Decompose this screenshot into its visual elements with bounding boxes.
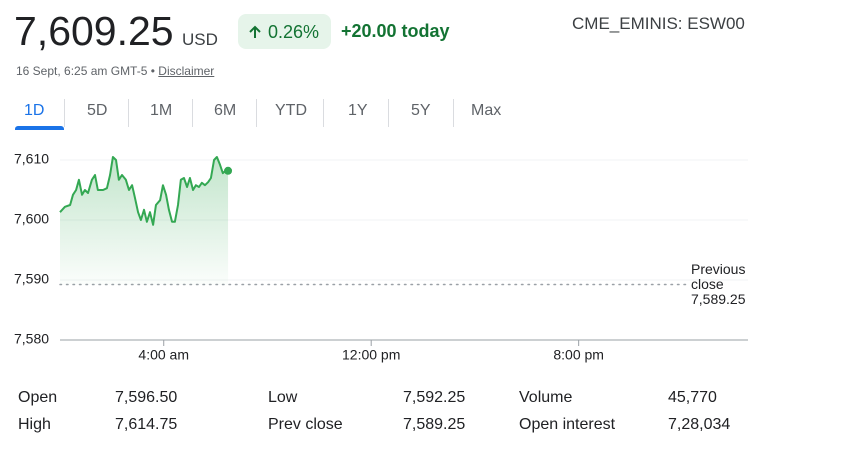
stat-label: Volume: [519, 389, 573, 406]
timestamp-line: 16 Sept, 6:25 am GMT-5 • Disclaimer: [16, 64, 214, 78]
change-percent: 0.26%: [268, 22, 320, 42]
stat-label: Open: [18, 389, 58, 406]
tab-separator: [192, 99, 193, 127]
stat-value: 7,28,034: [668, 416, 731, 433]
tab-indicator: [15, 126, 64, 130]
x-tick-label: 4:00 am: [138, 347, 189, 363]
x-tick-label: 8:00 pm: [553, 347, 604, 363]
tab[interactable]: 6M: [214, 102, 237, 119]
stat-value: 7,592.25: [403, 389, 466, 406]
ticker: CME_EMINIS: ESW00: [572, 14, 745, 33]
tab-separator: [256, 99, 257, 127]
tab-separator: [64, 99, 65, 127]
tab-separator: [323, 99, 324, 127]
tab[interactable]: 5Y: [411, 102, 431, 119]
stat-label: Open interest: [519, 416, 616, 433]
stat-label: Low: [268, 389, 298, 406]
y-tick-label: 7,580: [14, 331, 49, 347]
tab[interactable]: 1D: [24, 102, 45, 119]
tab-separator: [453, 99, 454, 127]
y-tick-label: 7,610: [14, 151, 49, 167]
price-line: [59, 156, 229, 226]
reference-label: Previous close: [691, 260, 746, 292]
tab[interactable]: Max: [471, 102, 502, 119]
change-absolute: +20.00 today: [341, 21, 450, 41]
timestamp: 16 Sept, 6:25 am GMT-5 •: [16, 64, 155, 78]
y-tick-label: 7,600: [14, 211, 49, 227]
last-point: [224, 166, 233, 175]
y-tick-label: 7,590: [14, 271, 49, 287]
currency: USD: [182, 30, 218, 49]
tab[interactable]: 5D: [87, 102, 108, 119]
tab-separator: [388, 99, 389, 127]
x-tick-label: 12:00 pm: [342, 347, 400, 363]
stat-label: Prev close: [268, 416, 343, 433]
tab[interactable]: 1Y: [348, 102, 368, 119]
tab[interactable]: 1M: [150, 102, 173, 119]
previous-close-value: 7,589.25: [691, 291, 746, 307]
tab[interactable]: YTD: [275, 102, 307, 119]
stat-value: 7,589.25: [403, 416, 466, 433]
stat-value: 7,614.75: [115, 416, 178, 433]
area: [60, 157, 229, 285]
price: 7,609.25: [14, 8, 174, 54]
stat-value: 45,770: [668, 389, 717, 406]
change-pill: 0.26%: [238, 14, 331, 49]
stat-value: 7,596.50: [115, 389, 178, 406]
tab-separator: [128, 99, 129, 127]
disclaimer-link[interactable]: Disclaimer: [158, 64, 215, 78]
stat-label: High: [18, 416, 51, 433]
up-arrow-icon: [249, 25, 261, 38]
